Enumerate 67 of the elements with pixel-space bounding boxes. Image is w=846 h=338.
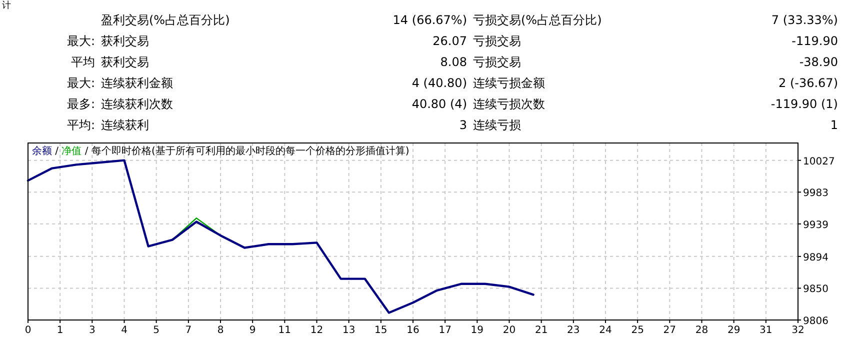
text: 连续获利金额: [101, 76, 173, 90]
text: 1: [830, 118, 838, 132]
text: 净值: [62, 145, 82, 157]
text: 连续获利次数: [101, 97, 173, 111]
text: 连续亏损: [473, 118, 521, 132]
text: 亏损交易: [473, 34, 521, 48]
y-tick-label: 9894: [803, 252, 828, 264]
y-tick-label: 9806: [803, 316, 828, 327]
text: 最大:: [66, 76, 95, 90]
x-tick-label: 12: [310, 325, 324, 336]
series-label: 余额: [32, 145, 52, 157]
x-tick-label: 9: [249, 325, 256, 336]
text: 26.07: [432, 34, 467, 48]
x-tick-label: 19: [470, 325, 484, 336]
y-tick-label: 9850: [803, 284, 828, 296]
x-tick-label: 28: [695, 325, 708, 336]
text: 盈利交易(%占总百分比): [101, 13, 230, 27]
x-tick-label: 0: [24, 325, 32, 336]
y-tick-label: 10027: [803, 156, 835, 168]
text: 3: [459, 118, 467, 132]
text: 获利交易: [101, 55, 149, 69]
text: 14 (66.67%): [392, 13, 467, 27]
y-tick-label: 9939: [803, 220, 828, 231]
x-tick-label: 29: [727, 325, 740, 336]
x-tick-label: 32: [792, 325, 804, 336]
text: 平均:: [66, 118, 95, 132]
x-tick-label: 21: [534, 325, 548, 336]
x-tick-label: 15: [374, 325, 388, 336]
x-tick-label: 17: [438, 325, 452, 336]
x-tick-label: 8: [217, 325, 224, 336]
text: 亏损交易: [473, 55, 521, 69]
x-tick-label: 11: [278, 325, 292, 336]
x-tick-label: 13: [342, 325, 356, 336]
chart-title: 每个即时价格(基于所有可利用的最小时段的每一个价格的分形插值计算): [91, 145, 410, 157]
x-tick-label: 1: [56, 325, 64, 336]
x-tick-label: 25: [631, 325, 644, 336]
text: 连续亏损金额: [473, 76, 545, 90]
text: 2 (-36.67): [778, 76, 838, 90]
text: 4 (40.80): [412, 76, 467, 90]
text: -38.90: [799, 55, 838, 69]
x-tick-label: 23: [567, 325, 580, 336]
text: 8.08: [440, 55, 467, 69]
x-tick-label: 3: [88, 325, 96, 336]
x-tick-label: 24: [599, 325, 612, 336]
text: 最大:: [66, 34, 95, 48]
x-tick-label: 31: [760, 325, 772, 336]
text: 连续获利: [101, 118, 149, 132]
text: 计: [2, 0, 11, 11]
text: 7 (33.33%): [771, 13, 838, 27]
x-tick-label: 5: [153, 325, 160, 336]
x-tick-label: 7: [185, 325, 192, 336]
annotation: /: [52, 146, 62, 157]
y-tick-label: 9983: [803, 188, 828, 200]
text: 最多:: [66, 97, 95, 111]
annotation: /: [82, 146, 92, 157]
x-tick-label: 4: [121, 325, 128, 336]
text: 亏损交易(%占总百分比): [473, 13, 602, 27]
x-tick-label: 27: [663, 325, 676, 336]
text: -119.90 (1): [770, 97, 838, 111]
x-tick-label: 20: [502, 325, 516, 336]
text: 40.80 (4): [412, 97, 467, 111]
text: 获利交易: [101, 34, 149, 48]
line-series: [26, 159, 534, 314]
text: -119.90: [792, 34, 838, 48]
text: 连续亏损次数: [473, 97, 545, 111]
text: 平均: [71, 55, 95, 69]
x-tick-label: 16: [406, 325, 420, 336]
